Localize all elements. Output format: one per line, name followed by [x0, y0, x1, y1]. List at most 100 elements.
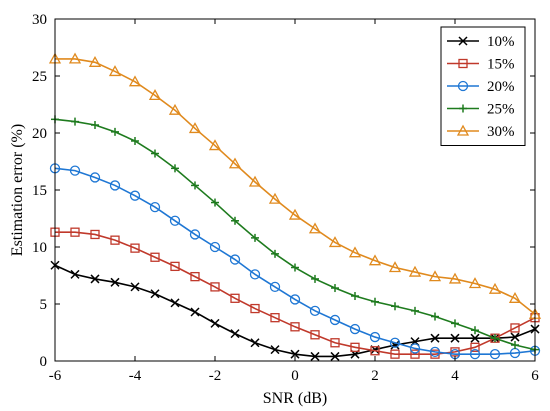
data-point	[189, 229, 201, 240]
data-point	[290, 349, 300, 359]
data-point	[170, 298, 180, 308]
data-point	[391, 302, 399, 311]
data-point	[350, 342, 360, 352]
data-point	[330, 338, 340, 348]
data-point	[308, 222, 322, 234]
data-point	[210, 318, 220, 328]
data-point	[130, 282, 140, 292]
legend-item: 20%	[447, 79, 515, 95]
data-point	[250, 338, 260, 348]
x-tick-label: -6	[49, 368, 62, 384]
x-tick-label: -2	[209, 368, 222, 384]
series-line	[55, 231, 536, 355]
data-point	[489, 349, 501, 360]
data-point	[190, 307, 200, 317]
data-point	[510, 332, 520, 342]
data-point	[428, 270, 442, 282]
series-line	[55, 58, 536, 315]
data-point	[89, 172, 101, 183]
legend: 10% 15% 20% 25% 30%	[440, 26, 526, 146]
data-point	[488, 282, 502, 294]
legend-marker	[457, 80, 469, 92]
data-point	[250, 303, 260, 314]
data-point	[348, 246, 362, 258]
plot-area	[48, 52, 542, 361]
legend-item: 30%	[447, 124, 515, 140]
data-point	[70, 227, 80, 237]
data-point	[230, 329, 240, 339]
data-point	[411, 306, 419, 315]
data-point	[90, 274, 100, 284]
data-point	[131, 136, 139, 145]
data-point	[71, 117, 79, 126]
data-point	[408, 265, 422, 277]
legend-marker	[456, 124, 470, 136]
y-tick-label: 5	[40, 297, 48, 313]
series-4	[48, 52, 542, 319]
data-point	[410, 349, 420, 359]
data-point	[248, 175, 262, 187]
legend-label: 10%	[487, 34, 515, 50]
data-point	[230, 293, 240, 303]
data-point	[191, 181, 199, 190]
data-point	[151, 149, 159, 158]
data-point	[309, 305, 321, 316]
data-point	[310, 351, 320, 361]
data-point	[148, 89, 162, 101]
legend-label: 30%	[487, 124, 515, 140]
data-point	[108, 65, 122, 77]
data-point	[229, 254, 241, 265]
data-point	[88, 55, 102, 67]
legend-marker	[458, 36, 468, 46]
data-point	[511, 341, 519, 350]
data-point	[430, 333, 440, 343]
data-point	[210, 282, 220, 292]
data-point	[470, 333, 480, 343]
data-point	[109, 180, 121, 191]
data-point	[370, 346, 380, 356]
data-point	[310, 330, 320, 340]
data-point	[90, 229, 100, 240]
data-point	[91, 121, 99, 130]
data-point	[468, 277, 482, 289]
data-point	[129, 190, 141, 201]
y-tick-label: 20	[32, 126, 47, 142]
data-point	[128, 75, 142, 87]
x-axis-label: SNR (dB)	[263, 390, 327, 407]
y-tick-label: 30	[32, 12, 47, 28]
data-point	[290, 322, 300, 332]
data-point	[150, 252, 160, 262]
data-point	[228, 157, 242, 169]
data-point	[429, 346, 441, 358]
x-tick-label: 4	[451, 368, 459, 384]
data-point	[209, 241, 221, 253]
data-point	[208, 139, 222, 151]
data-point	[130, 243, 140, 253]
data-point	[169, 215, 181, 226]
data-point	[508, 291, 522, 303]
x-tick-label: 6	[531, 368, 539, 384]
data-point	[491, 334, 499, 343]
data-point	[269, 281, 281, 293]
data-point	[330, 351, 340, 361]
data-point	[271, 249, 279, 258]
data-point	[270, 313, 280, 323]
data-point	[409, 343, 421, 354]
data-point	[368, 254, 382, 266]
data-point	[270, 345, 280, 355]
legend-item: 15%	[447, 57, 515, 73]
y-tick-label: 15	[32, 183, 47, 199]
x-tick-label: -4	[129, 368, 142, 384]
data-point	[450, 333, 460, 343]
series-3	[51, 115, 539, 354]
y-tick-label: 25	[32, 69, 47, 85]
legend-label: 20%	[487, 79, 515, 95]
data-point	[291, 263, 299, 272]
y-tick-label: 0	[40, 354, 48, 370]
data-point	[448, 272, 462, 284]
data-point	[390, 349, 400, 359]
data-point	[469, 349, 481, 360]
y-axis-label: Estimation error (%)	[9, 124, 26, 256]
data-point	[111, 127, 119, 136]
